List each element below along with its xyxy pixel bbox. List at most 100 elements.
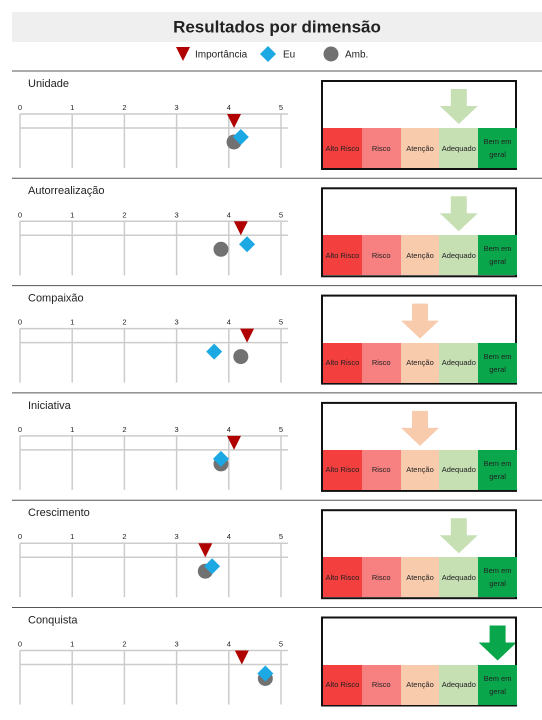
- scale-cell: Alto Risco: [323, 557, 362, 598]
- x-tick-label: 3: [175, 210, 179, 219]
- legend-amb-icon: [323, 46, 339, 62]
- importancia-marker: [234, 650, 249, 665]
- x-tick-label: 4: [227, 425, 231, 434]
- x-tick-label: 3: [175, 318, 179, 327]
- panel-border: [321, 509, 517, 600]
- scale-cell: Atenção: [400, 449, 440, 490]
- scale-cell: Adequado: [439, 449, 479, 490]
- x-tick-label: 0: [18, 318, 22, 327]
- x-tick-label: 4: [227, 103, 231, 112]
- level-arrow: [439, 518, 478, 554]
- amb-marker: [213, 241, 229, 257]
- scale-cell: Atenção: [400, 557, 440, 598]
- dimension-name: Unidade: [28, 78, 69, 90]
- x-tick-label: 5: [279, 318, 283, 327]
- eu-marker: [204, 558, 221, 575]
- scale-cell: Bem em geral: [478, 664, 517, 705]
- scale-cell: Bem em geral: [478, 449, 517, 490]
- scale-cell: Alto Risco: [323, 449, 362, 490]
- x-tick-label: 0: [18, 103, 22, 112]
- importancia-marker: [227, 114, 242, 128]
- eu-marker: [212, 450, 229, 467]
- x-tick-label: 2: [122, 103, 126, 112]
- x-tick-label: 5: [279, 210, 283, 219]
- x-tick-label: 1: [70, 639, 74, 648]
- panel-border: [321, 616, 517, 707]
- panel-border: [321, 401, 517, 492]
- scale-cell: Adequado: [439, 235, 479, 276]
- x-tick-label: 3: [175, 532, 179, 541]
- x-tick-label: 5: [279, 103, 283, 112]
- legend-importancia-icon: [176, 47, 190, 61]
- scale-cell: Alto Risco: [323, 128, 362, 168]
- scale-cell: Risco: [361, 664, 401, 705]
- scale-cell: Atenção: [400, 664, 440, 705]
- scale-cell: Atenção: [400, 342, 440, 383]
- x-tick-label: 3: [175, 103, 179, 112]
- chart-title: Resultados por dimensão: [173, 17, 381, 36]
- scale-cell: Adequado: [439, 557, 479, 598]
- x-tick-label: 3: [175, 425, 179, 434]
- x-tick-label: 2: [122, 210, 126, 219]
- importancia-marker: [227, 435, 242, 450]
- panel-border: [321, 187, 517, 278]
- x-tick-label: 1: [70, 425, 74, 434]
- dimension-name: Iniciativa: [28, 400, 72, 412]
- scale-cell: Adequado: [439, 664, 479, 705]
- x-tick-label: 2: [122, 639, 126, 648]
- dimension-name: Crescimento: [28, 507, 90, 519]
- scale-cell: Bem em geral: [478, 342, 517, 383]
- scale-cell: Adequado: [439, 128, 479, 168]
- x-tick-label: 0: [18, 639, 22, 648]
- scale-cell: Bem em geral: [478, 557, 517, 598]
- scale-cell: Risco: [361, 449, 401, 490]
- scale-cell: Risco: [361, 235, 401, 276]
- x-tick-label: 0: [18, 425, 22, 434]
- importancia-marker: [233, 221, 248, 236]
- legend-label: Importância: [195, 50, 248, 61]
- eu-marker: [239, 236, 256, 253]
- level-arrow: [401, 410, 439, 446]
- x-tick-label: 2: [122, 425, 126, 434]
- x-tick-label: 5: [279, 425, 283, 434]
- dimension-name: Conquista: [28, 614, 78, 626]
- eu-marker: [206, 343, 223, 360]
- x-tick-label: 0: [18, 532, 22, 541]
- scale-cell: Atenção: [400, 128, 440, 168]
- panel-border: [321, 294, 517, 385]
- panel-border: [321, 80, 517, 170]
- scale-cell: Risco: [361, 128, 401, 168]
- x-tick-label: 2: [122, 532, 126, 541]
- x-tick-label: 1: [70, 103, 74, 112]
- legend-eu-icon: [260, 46, 276, 62]
- eu-marker: [257, 665, 274, 682]
- importancia-marker: [240, 328, 255, 343]
- scale-cell: Adequado: [439, 342, 479, 383]
- x-tick-label: 4: [227, 210, 231, 219]
- scale-cell: Atenção: [400, 235, 440, 276]
- scale-cell: Bem em geral: [478, 128, 517, 168]
- eu-marker: [232, 129, 249, 145]
- dimension-name: Autorrealização: [28, 185, 104, 197]
- level-arrow: [439, 89, 478, 124]
- importancia-marker: [198, 543, 213, 558]
- x-tick-label: 4: [227, 318, 231, 327]
- scale-cell: Bem em geral: [478, 235, 517, 276]
- x-tick-label: 1: [70, 318, 74, 327]
- x-tick-label: 2: [122, 318, 126, 327]
- legend-label: Eu: [283, 50, 295, 61]
- scale-cell: Risco: [361, 557, 401, 598]
- scale-cell: Alto Risco: [323, 342, 362, 383]
- x-tick-label: 1: [70, 532, 74, 541]
- x-tick-label: 5: [279, 532, 283, 541]
- dimension-name: Compaixão: [28, 293, 84, 305]
- level-arrow: [478, 625, 517, 661]
- scale-cell: Alto Risco: [323, 664, 362, 705]
- x-tick-label: 1: [70, 210, 74, 219]
- amb-marker: [233, 349, 249, 365]
- level-arrow: [439, 196, 478, 232]
- x-tick-label: 3: [175, 639, 179, 648]
- x-tick-label: 4: [227, 532, 231, 541]
- x-tick-label: 4: [227, 639, 231, 648]
